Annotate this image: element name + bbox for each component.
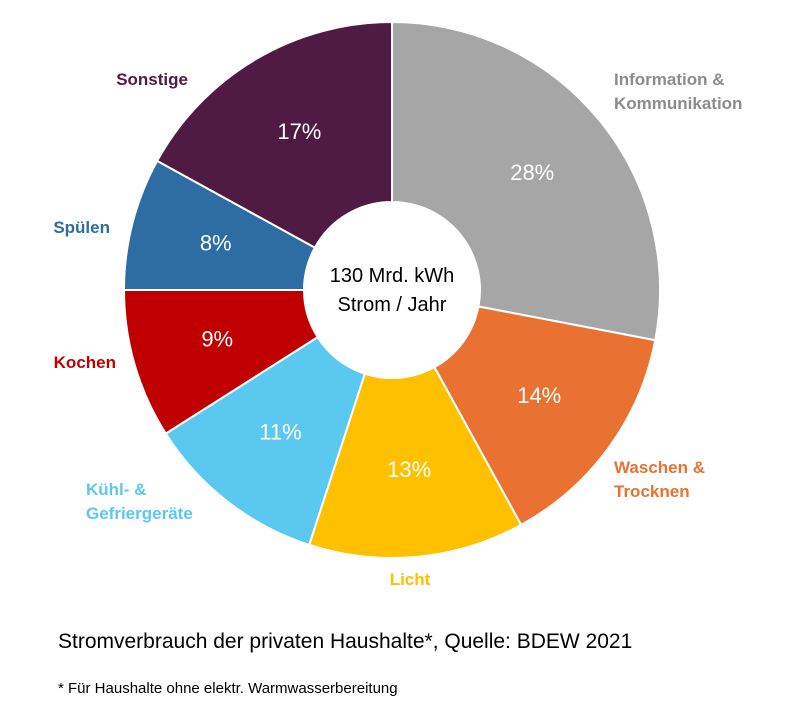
- center-text: 130 Mrd. kWh Strom / Jahr: [329, 265, 455, 316]
- category-label: Sonstige: [116, 70, 188, 89]
- category-label: Waschen & Trocknen: [614, 458, 706, 501]
- category-label: Spülen: [53, 218, 110, 237]
- value-label: 28%: [510, 160, 554, 185]
- footnote: * Für Haushalte ohne elektr. Warmwasserb…: [58, 680, 398, 697]
- value-label: 17%: [277, 119, 321, 144]
- slice: [391, 20, 661, 342]
- value-label: 13%: [387, 457, 431, 482]
- category-label: Licht: [389, 570, 431, 589]
- value-label: 14%: [517, 383, 561, 408]
- caption: Stromverbrauch der privaten Haushalte*, …: [58, 630, 633, 653]
- slice: [155, 20, 393, 249]
- slice: [122, 289, 320, 435]
- value-label: 11%: [259, 420, 301, 445]
- value-label: 9%: [201, 327, 233, 352]
- category-label: Kühl- & Gefriergeräte: [86, 480, 193, 523]
- slice: [164, 335, 367, 547]
- slice: [433, 305, 657, 527]
- category-label: Information & Kommunikation: [614, 70, 743, 113]
- value-label: 8%: [200, 231, 232, 256]
- slice: [307, 365, 523, 559]
- category-label: Kochen: [53, 353, 116, 372]
